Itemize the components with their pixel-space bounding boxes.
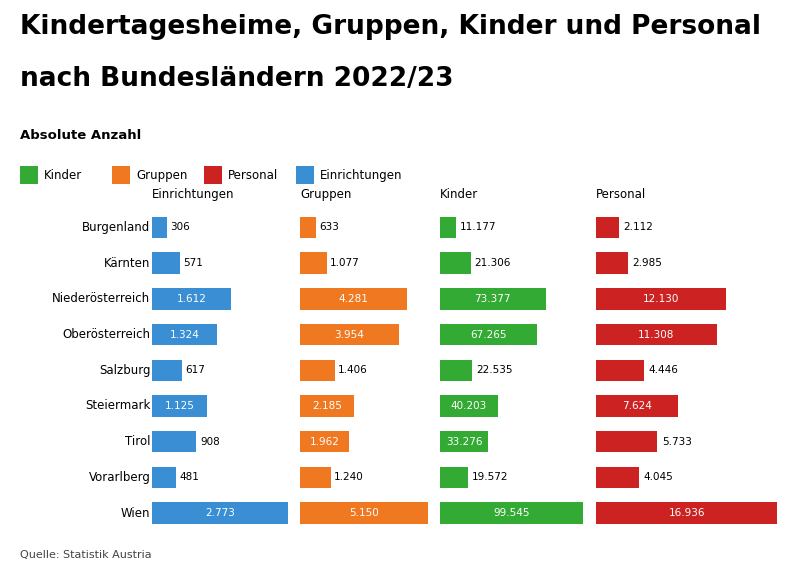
Bar [300, 467, 331, 488]
Text: 2.985: 2.985 [633, 258, 662, 268]
Bar [300, 216, 316, 238]
Text: Personal: Personal [596, 188, 646, 201]
Text: 40.203: 40.203 [451, 401, 487, 411]
Bar [152, 431, 197, 452]
Bar [300, 253, 327, 274]
Bar [440, 395, 498, 417]
Bar [300, 502, 428, 524]
Bar [152, 253, 180, 274]
Text: 2.185: 2.185 [312, 401, 342, 411]
Bar [152, 324, 217, 345]
Bar [440, 359, 473, 381]
Bar [152, 359, 182, 381]
Text: Kinder: Kinder [440, 188, 478, 201]
Text: 633: 633 [319, 222, 339, 232]
Text: Niederösterreich: Niederösterreich [52, 292, 150, 305]
Bar [596, 216, 618, 238]
Bar [300, 324, 398, 345]
Text: Kärnten: Kärnten [104, 257, 150, 270]
Bar [440, 288, 546, 309]
Text: Salzburg: Salzburg [99, 364, 150, 377]
Text: 7.624: 7.624 [622, 401, 652, 411]
Text: 99.545: 99.545 [494, 508, 530, 518]
Text: nach Bundesländern 2022/23: nach Bundesländern 2022/23 [20, 66, 454, 92]
Text: 4.446: 4.446 [648, 365, 678, 375]
Text: 617: 617 [186, 365, 206, 375]
Text: Gruppen: Gruppen [136, 169, 187, 181]
Text: Tirol: Tirol [125, 435, 150, 448]
Bar [596, 395, 678, 417]
Bar [440, 216, 456, 238]
Bar [440, 253, 470, 274]
Bar [300, 288, 406, 309]
Text: 2.773: 2.773 [205, 508, 235, 518]
Text: 4.045: 4.045 [644, 472, 674, 482]
Text: 481: 481 [179, 472, 199, 482]
Text: 306: 306 [170, 222, 190, 232]
Bar [596, 253, 628, 274]
Bar [596, 359, 643, 381]
Bar [300, 431, 349, 452]
Bar [596, 431, 658, 452]
Text: 1.962: 1.962 [310, 437, 339, 447]
Text: 21.306: 21.306 [474, 258, 510, 268]
Text: 908: 908 [200, 437, 220, 447]
Bar [596, 467, 639, 488]
Bar [152, 467, 175, 488]
Bar [152, 395, 207, 417]
Bar [596, 324, 717, 345]
Text: Absolute Anzahl: Absolute Anzahl [20, 129, 142, 142]
Bar [300, 359, 335, 381]
Bar [440, 431, 488, 452]
Text: 1.324: 1.324 [170, 329, 199, 339]
Text: 19.572: 19.572 [472, 472, 508, 482]
Text: 12.130: 12.130 [642, 294, 679, 304]
Text: 1.240: 1.240 [334, 472, 364, 482]
Text: 1.612: 1.612 [177, 294, 206, 304]
Text: 16.936: 16.936 [668, 508, 705, 518]
Bar [152, 216, 167, 238]
Text: Kindertagesheime, Gruppen, Kinder und Personal: Kindertagesheime, Gruppen, Kinder und Pe… [20, 14, 761, 40]
Bar [440, 502, 583, 524]
Text: Gruppen: Gruppen [300, 188, 351, 201]
Text: Steiermark: Steiermark [85, 400, 150, 413]
Text: 1.125: 1.125 [165, 401, 194, 411]
Text: 33.276: 33.276 [446, 437, 482, 447]
Text: Vorarlberg: Vorarlberg [89, 471, 150, 484]
Text: 2.112: 2.112 [623, 222, 653, 232]
Bar [152, 502, 288, 524]
Text: 73.377: 73.377 [474, 294, 511, 304]
Bar [596, 502, 777, 524]
Bar [440, 324, 537, 345]
Text: 5.733: 5.733 [662, 437, 692, 447]
Bar [596, 288, 726, 309]
Text: Einrichtungen: Einrichtungen [152, 188, 234, 201]
Text: Kinder: Kinder [44, 169, 82, 181]
Text: 1.077: 1.077 [330, 258, 360, 268]
Text: Quelle: Statistik Austria: Quelle: Statistik Austria [20, 550, 152, 560]
Text: 11.177: 11.177 [460, 222, 496, 232]
Text: Wien: Wien [121, 507, 150, 519]
Text: 11.308: 11.308 [638, 329, 674, 339]
Bar [152, 288, 231, 309]
Text: 4.281: 4.281 [338, 294, 368, 304]
Text: 3.954: 3.954 [334, 329, 364, 339]
Text: Burgenland: Burgenland [82, 221, 150, 234]
Text: 571: 571 [183, 258, 203, 268]
Text: Oberösterreich: Oberösterreich [62, 328, 150, 341]
Text: 22.535: 22.535 [476, 365, 513, 375]
Text: Einrichtungen: Einrichtungen [320, 169, 402, 181]
Text: 5.150: 5.150 [350, 508, 379, 518]
Text: 1.406: 1.406 [338, 365, 368, 375]
Text: Personal: Personal [228, 169, 278, 181]
Bar [440, 467, 468, 488]
Text: 67.265: 67.265 [470, 329, 506, 339]
Bar [300, 395, 354, 417]
